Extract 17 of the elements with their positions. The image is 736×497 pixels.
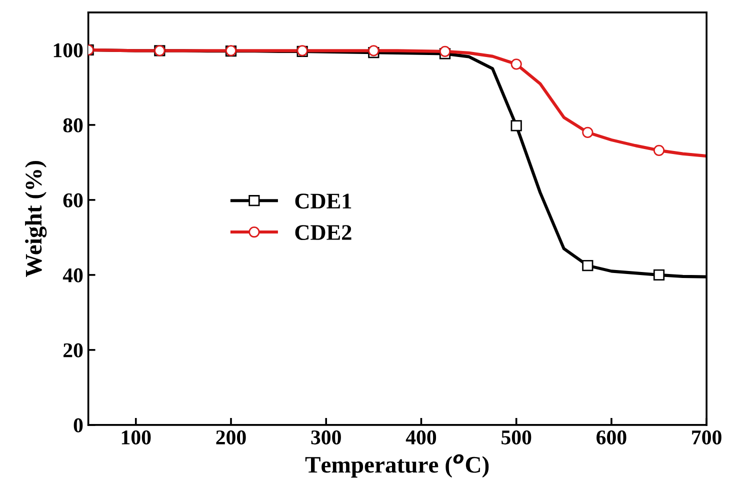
y-tick-label: 80 xyxy=(63,118,83,132)
y-tick-label: 60 xyxy=(63,193,83,208)
legend-label: CDE2 xyxy=(295,225,352,240)
x-tick-label: 400 xyxy=(406,430,436,444)
x-tick-label: 500 xyxy=(502,430,532,444)
x-axis-title: Temperature ($^{o}$C) xyxy=(305,454,489,478)
y-tick-label: 0 xyxy=(74,418,83,432)
y-axis-title: Weight (%) xyxy=(25,161,47,278)
x-tick-label: 700 xyxy=(692,430,722,444)
x-tick-label: 200 xyxy=(216,430,246,444)
x-tick-label: 300 xyxy=(311,430,341,444)
y-tick-label: 40 xyxy=(62,268,83,282)
y-tick-label: 20 xyxy=(64,343,83,358)
x-tick-label: 600 xyxy=(596,430,626,444)
x-tick-label: 100 xyxy=(122,430,151,444)
legend-label: CDE1 xyxy=(295,194,352,209)
y-tick-label: 100 xyxy=(54,43,83,58)
